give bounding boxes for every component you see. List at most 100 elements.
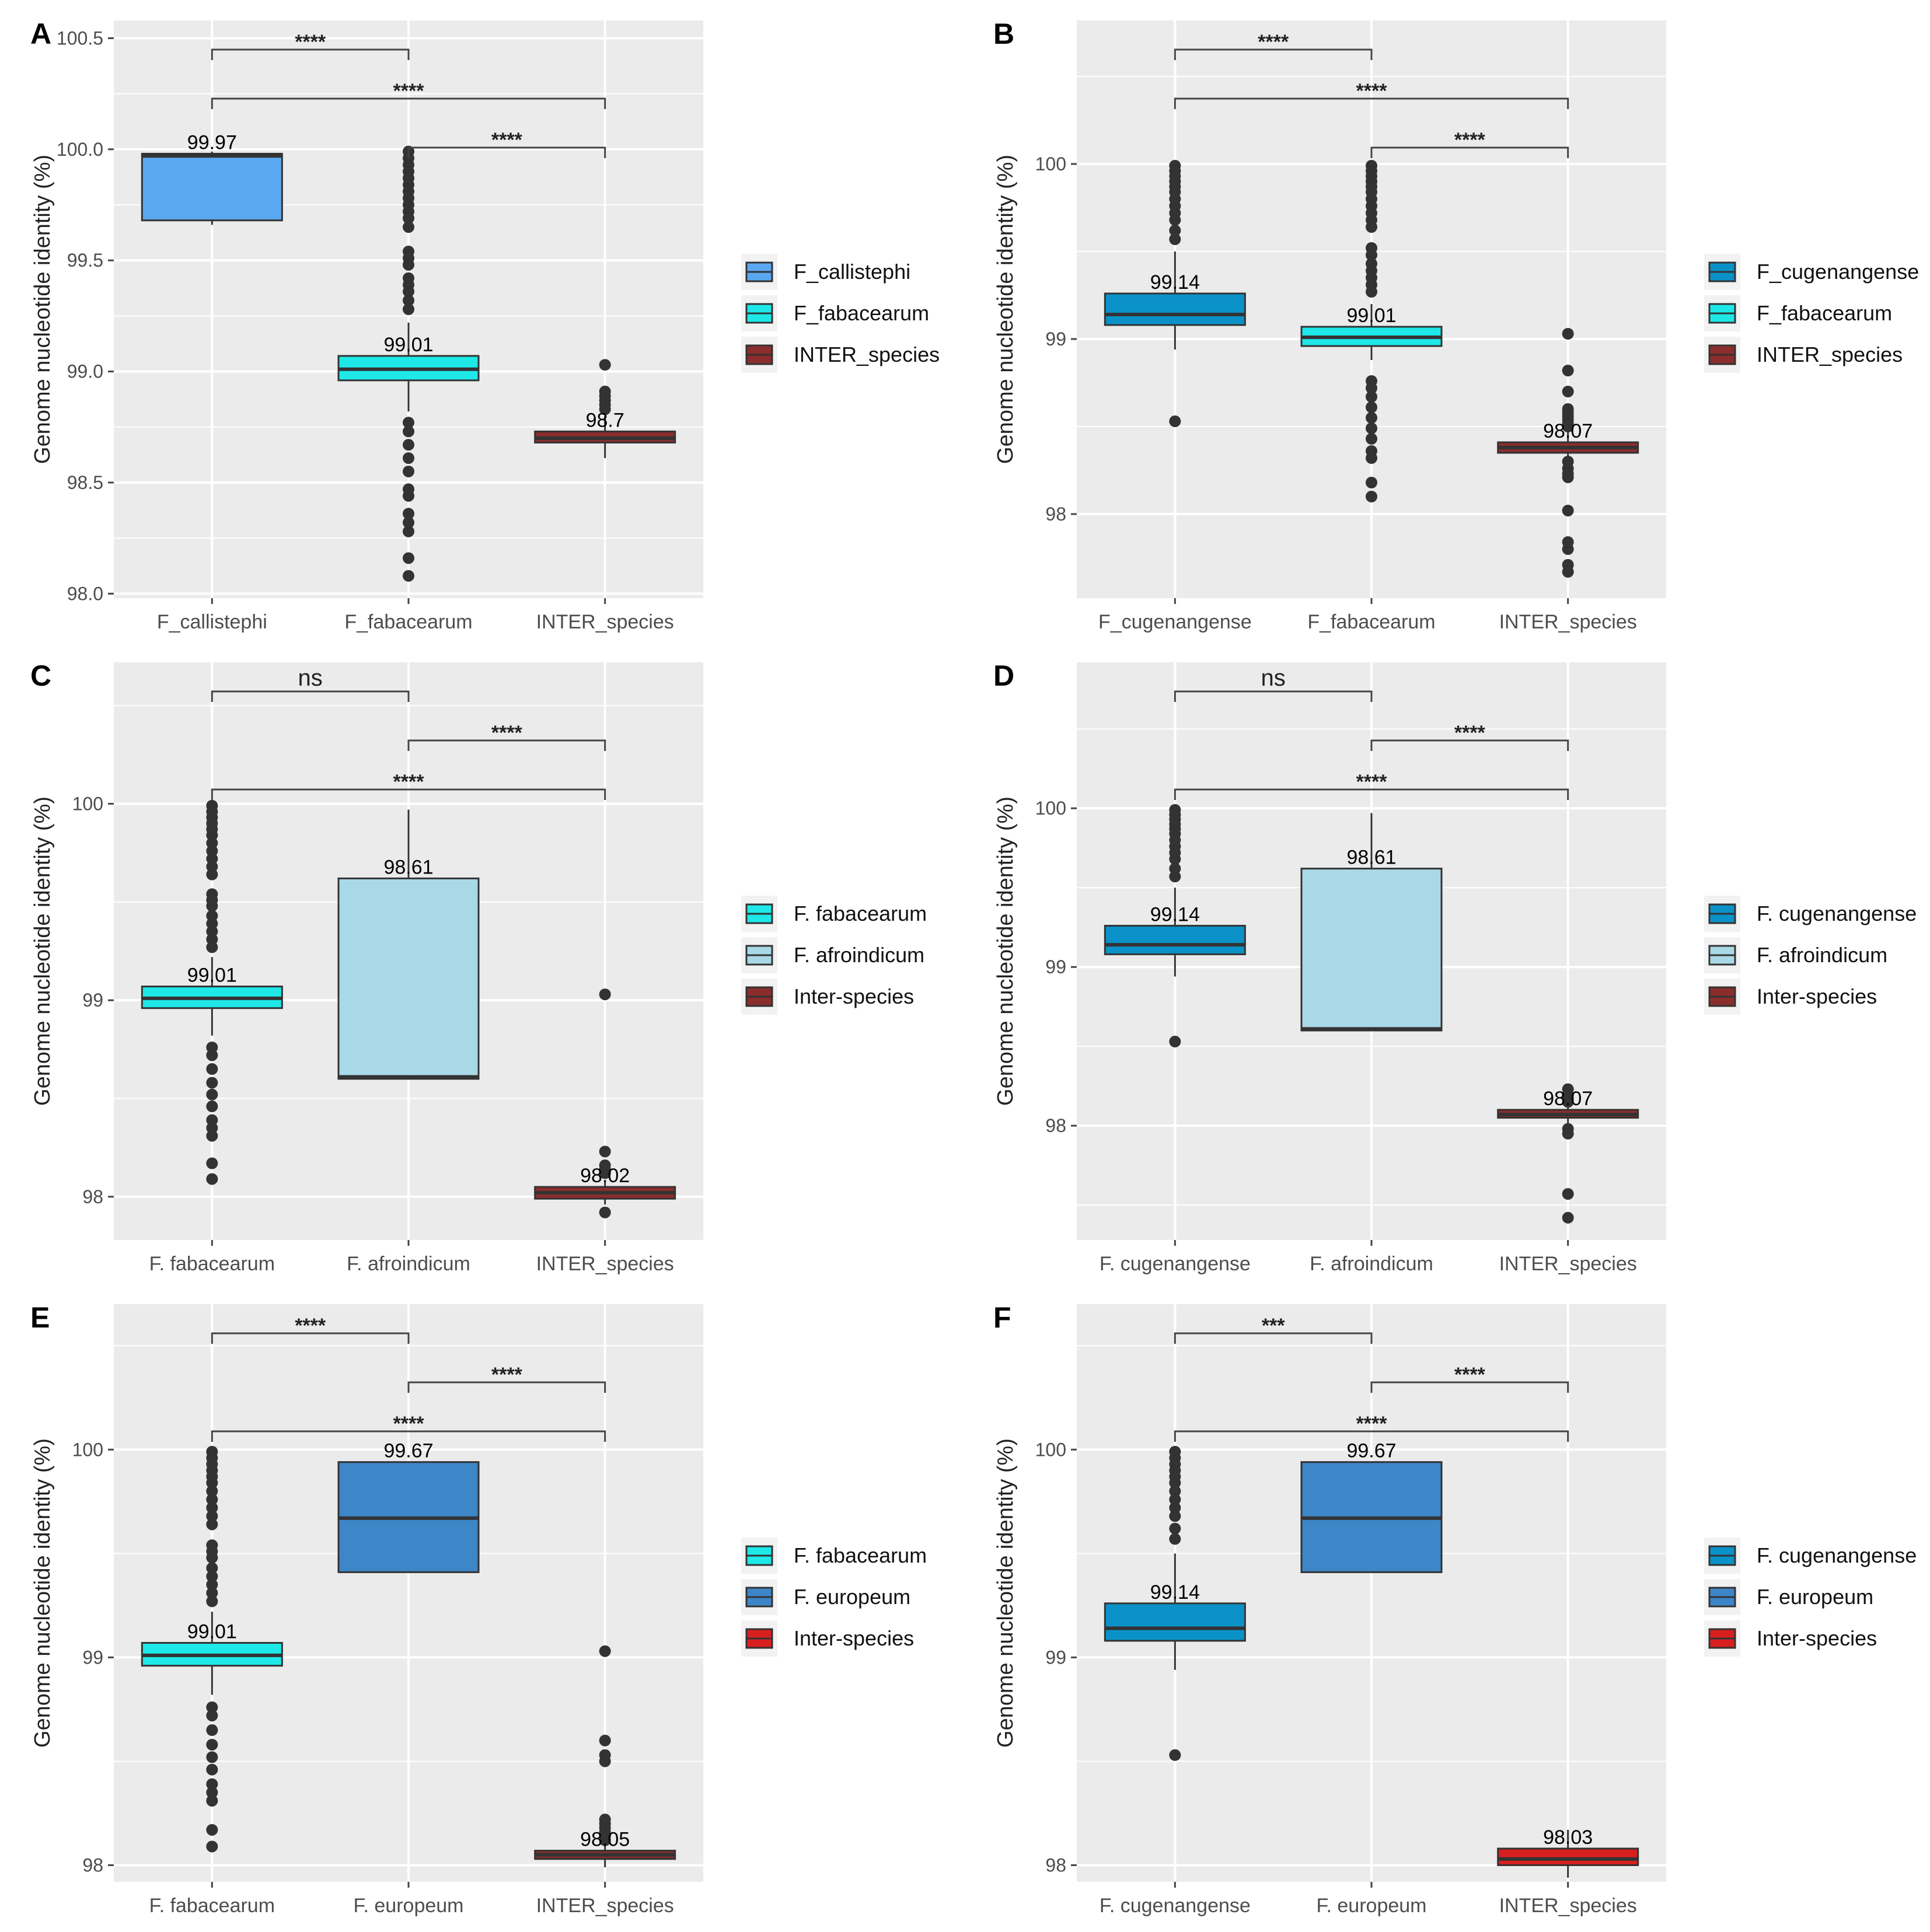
legend-label: F_fabacearum [1757,301,1892,325]
outlier-point [206,1701,218,1713]
outlier-point [206,1130,218,1142]
panel-a: A 98.0 98.5 99.0 99.5 100.0 100.5 Genome nucleo… [0,0,963,642]
outlier-point [1169,871,1181,883]
outlier-point [1562,505,1574,516]
y-axis-title: Genome nucleotide identity (%) [30,796,55,1106]
significance-label: *** [1262,1315,1285,1337]
box-f-cugenangense [1104,924,1246,955]
median-value-label: 98.07 [1543,1088,1593,1110]
median-value-label: 99.01 [187,1620,237,1643]
outlier-point [1169,1477,1181,1489]
outlier-point [599,403,611,415]
outlier-point [206,1840,218,1853]
outlier-point [403,516,414,529]
outlier-point [206,1795,218,1807]
outlier-point [1366,401,1377,413]
significance-bracket [211,1332,410,1344]
median-value-label: 99.14 [1150,1581,1200,1603]
boxplot-c: C 98 99 100 Genome nucleotide identity (%) 99… [30,659,927,1275]
outlier-point [403,570,414,582]
outlier-point [1366,382,1377,394]
outlier-point [1562,328,1574,340]
outlier-point [599,1206,611,1218]
outlier-point [599,1145,611,1158]
y-tick-label: 100.0 [57,139,103,160]
panel-b: B 98 99 100 Genome nucleotide identity (%) 99… [963,0,1926,642]
x-tick-label: F. cugenangense [1100,1895,1251,1917]
outlier-point [206,900,218,912]
outlier-point [206,1786,218,1798]
significance-label: ns [298,665,323,691]
legend-label: Inter-species [1757,984,1877,1008]
y-axis-title: Genome nucleotide identity (%) [993,796,1018,1106]
significance-bracket [1174,1332,1373,1344]
outlier-point [599,1834,611,1846]
box-f-callistephi [141,152,283,222]
legend-label: F. cugenangense [1757,1543,1917,1567]
significance-label: **** [393,771,425,793]
boxplot-f: F 98 99 100 Genome nucleotide identity (%) 99… [993,1301,1917,1917]
outlier-point [206,1724,218,1737]
legend-label: F. afroindicum [1757,943,1887,967]
x-tick-label: INTER_species [536,1253,674,1275]
significance-label: **** [1356,771,1388,793]
y-tick-label: 99 [82,990,103,1011]
significance-label: **** [491,722,523,744]
outlier-point [599,1645,611,1657]
outlier-point [403,303,414,315]
y-tick-label: 98.0 [67,583,103,604]
panel-e: E 98 99 100 Genome nucleotide identity (%) 99… [0,1284,963,1926]
median-value-label: 98.61 [383,856,433,878]
median-value-label: 99.97 [187,131,237,153]
x-tick-label: INTER_species [1499,1895,1637,1917]
x-tick-label: F_cugenangense [1098,611,1252,633]
significance-label: ns [1261,665,1286,691]
outlier-point [1366,249,1377,261]
significance-bracket [1370,1381,1569,1393]
outlier-point [1169,1036,1181,1048]
x-tick-label: F. afroindicum [1310,1253,1433,1275]
outlier-point [1562,1211,1574,1224]
outlier-point [1366,422,1377,434]
outlier-point [206,1823,218,1836]
significance-bracket [211,1430,606,1442]
median-value-label: 98.05 [580,1829,630,1851]
outlier-point [206,1578,218,1591]
outlier-point [403,525,414,537]
outlier-point [1366,477,1377,488]
outlier-point [206,1173,218,1185]
outlier-point [206,1738,218,1751]
significance-label: **** [295,31,326,53]
outlier-point [206,1518,218,1531]
outlier-point [1562,566,1574,578]
boxplot-b: B 98 99 100 Genome nucleotide identity (%) 99… [993,18,1919,633]
significance-label: **** [491,1364,523,1386]
y-tick-label: 100 [1035,1439,1066,1460]
y-axis-title: Genome nucleotide identity (%) [30,155,55,464]
y-tick-label: 98.5 [67,472,103,493]
outlier-point [1562,543,1574,555]
outlier-point [403,465,414,477]
outlier-point [206,1710,218,1722]
panel-letter-c: C [30,659,51,692]
legend-label: F_callistephi [794,260,910,284]
panel-d: D 98 99 100 Genome nucleotide identity (%) 99… [963,642,1926,1284]
outlier-point [206,1493,218,1505]
outlier-point [206,1088,218,1100]
significance-label: **** [1454,722,1486,744]
significance-bracket [1174,97,1569,109]
outlier-point [403,452,414,464]
y-tick-label: 99 [82,1647,103,1668]
y-tick-label: 99 [1045,956,1066,977]
legend-label: Inter-species [1757,1626,1877,1650]
legend-label: INTER_species [794,343,940,366]
outlier-point [206,1587,218,1599]
x-tick-label: F_fabacearum [1307,611,1435,633]
outlier-point [1169,1485,1181,1497]
outlier-point [1366,491,1377,502]
outlier-point [599,1167,611,1179]
outlier-point [1562,365,1574,376]
outlier-point [1169,1522,1181,1535]
significance-label: **** [491,129,523,151]
panel-letter-f: F [993,1301,1011,1334]
